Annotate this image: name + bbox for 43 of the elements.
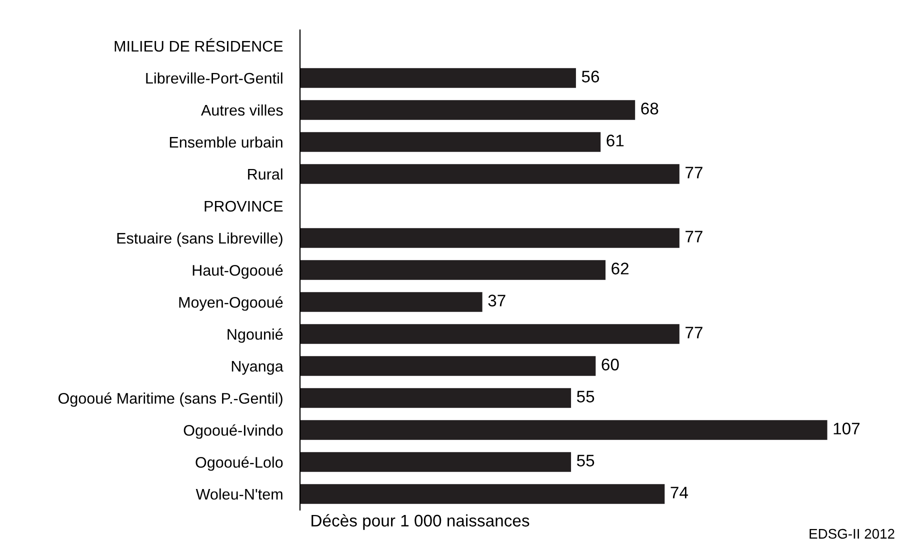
y-tick-label: Libreville-Port-Gentil: [146, 72, 282, 84]
bar: [300, 356, 596, 376]
data-label: 77: [686, 166, 702, 178]
data-label: 61: [606, 134, 624, 146]
data-label: 62: [612, 262, 628, 274]
data-label: 77: [686, 230, 702, 242]
data-label: 37: [488, 294, 506, 306]
data-label: 55: [576, 390, 594, 402]
bar: [300, 100, 636, 120]
data-label: 77: [686, 326, 702, 338]
y-tick-label: Ogooué-Ivindo: [184, 424, 283, 439]
y-tick-label: Nyanga: [232, 361, 284, 375]
bar: [300, 420, 828, 440]
bar: [300, 228, 680, 248]
y-tick-label: Moyen-Ogooué: [179, 296, 283, 311]
text: EDSG-II 2012: [810, 528, 894, 539]
data-label: 68: [641, 102, 658, 114]
bar: [300, 388, 572, 408]
bar: [300, 324, 680, 344]
y-tick-label: Rural: [248, 168, 282, 180]
y-tick-label: MILIEU DE RÉSIDENCE: [114, 38, 283, 52]
data-label: 74: [670, 486, 688, 498]
data-label: 56: [582, 70, 600, 82]
bar: [300, 68, 576, 88]
y-tick-label: Ngounié: [228, 328, 283, 343]
y-tick-label: PROVINCE: [204, 200, 283, 212]
y-tick-label: Estuaire (sans Libreville): [117, 232, 282, 247]
data-label: 55: [576, 454, 594, 466]
bar: [300, 452, 572, 472]
y-tick-label: Autres villes: [201, 104, 283, 116]
bar: [300, 164, 680, 184]
bar: [300, 132, 601, 152]
x-axis-title: Décès pour 1 000 naissances: [312, 514, 530, 530]
data-label: 60: [602, 358, 619, 370]
y-tick-label: Ensemble urbain: [170, 136, 282, 148]
bar: [300, 484, 665, 504]
y-tick-label: Haut-Ogooué: [192, 264, 283, 279]
y-tick-label: Ogooué Maritime (sans P.-Gentil): [58, 392, 282, 407]
bar: [300, 260, 606, 280]
bar: [300, 292, 482, 312]
y-tick-label: Ogooué-Lolo: [196, 456, 283, 471]
y-tick-label: Woleu-N'tem: [196, 488, 282, 500]
data-label: 107: [834, 422, 860, 434]
